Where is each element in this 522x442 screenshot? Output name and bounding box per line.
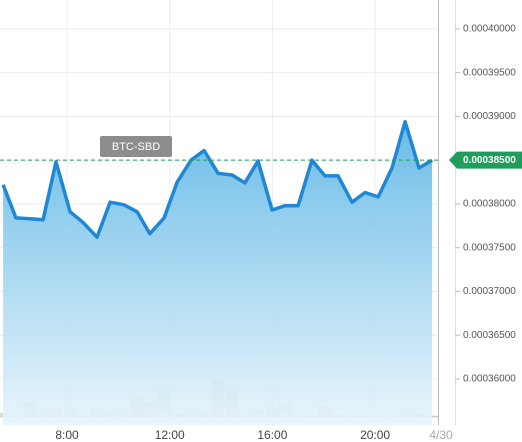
y-tick-label: 0.00039500 (463, 67, 516, 78)
y-tick-label: 0.00038000 (463, 199, 516, 210)
y-tick-label: 0.00036500 (463, 330, 516, 341)
y-tick-label: 0.00037000 (463, 286, 516, 297)
symbol-tag: BTC-SBD (100, 136, 172, 157)
plot (0, 119, 438, 425)
price-tag (449, 151, 522, 169)
symbol: BTC-SBD (112, 141, 160, 153)
x-tick-label: 12:00 (155, 428, 185, 442)
x-tick-label: 16:00 (257, 428, 287, 442)
x-edge-label: 4/30 (429, 428, 453, 442)
x-tick-label: 8:00 (55, 428, 79, 442)
axes: 0.00036000 0.00036500 0.00037000 0.00037500… (55, 24, 522, 442)
price-tag-label: 0.00038500 (463, 155, 516, 166)
x-tick-label: 20:00 (360, 428, 390, 442)
y-tick-label: 0.00036000 (463, 374, 516, 385)
y-tick-label: 0.00040000 (463, 24, 516, 35)
area (3, 121, 433, 425)
y-tick-label: 0.00039000 (463, 111, 516, 122)
price-line (1, 119, 433, 239)
symbol-box (100, 136, 172, 157)
y-tick-label: 0.00037500 (463, 242, 516, 253)
